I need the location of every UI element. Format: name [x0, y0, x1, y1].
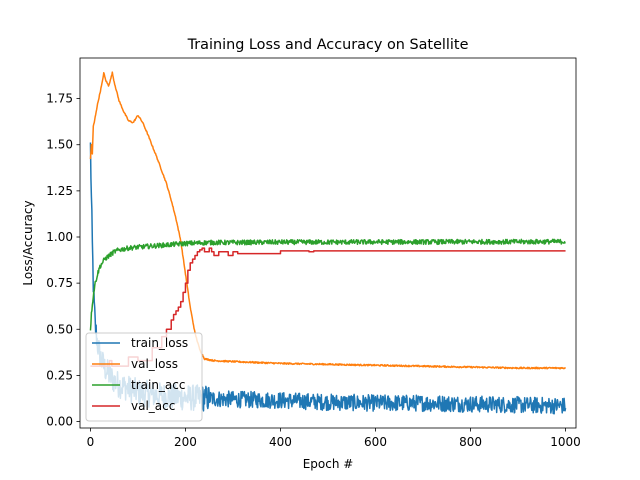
- x-axis-ticks: 0 200 400 600 800 1000: [87, 428, 581, 449]
- x-tick-label: 600: [364, 435, 387, 449]
- x-tick-label: 0: [87, 435, 95, 449]
- chart-title: Training Loss and Accuracy on Satellite: [187, 37, 469, 53]
- y-axis-ticks: 0.00 0.25 0.50 0.75 1.00 1.25 1.50 1.75: [46, 92, 80, 429]
- legend-box: [85, 332, 203, 422]
- y-tick-label: 0.25: [46, 368, 73, 382]
- y-tick-label: 1.75: [46, 92, 73, 106]
- x-axis-label: Epoch #: [303, 457, 354, 471]
- legend-label-val_acc: val_acc: [131, 399, 175, 413]
- legend: train_loss val_loss train_acc val_acc: [85, 332, 203, 422]
- x-tick-label: 800: [459, 435, 482, 449]
- x-tick-label: 400: [269, 435, 292, 449]
- y-tick-label: 1.00: [46, 230, 73, 244]
- y-tick-label: 0.50: [46, 322, 73, 336]
- legend-label-train_loss: train_loss: [131, 336, 188, 350]
- x-tick-label: 1000: [550, 435, 581, 449]
- series-line-train_acc: [89, 238, 566, 331]
- y-tick-label: 1.50: [46, 138, 73, 152]
- series-line-val_loss: [89, 71, 567, 370]
- y-tick-label: 0.75: [46, 276, 73, 290]
- y-tick-label: 1.25: [46, 184, 73, 198]
- plot-frame: [79, 57, 577, 429]
- y-axis-label: Loss/Accuracy: [21, 200, 35, 285]
- x-tick-label: 200: [174, 435, 197, 449]
- legend-label-val_loss: val_loss: [131, 357, 178, 371]
- legend-label-train_acc: train_acc: [131, 378, 185, 392]
- y-tick-label: 0.00: [46, 415, 73, 429]
